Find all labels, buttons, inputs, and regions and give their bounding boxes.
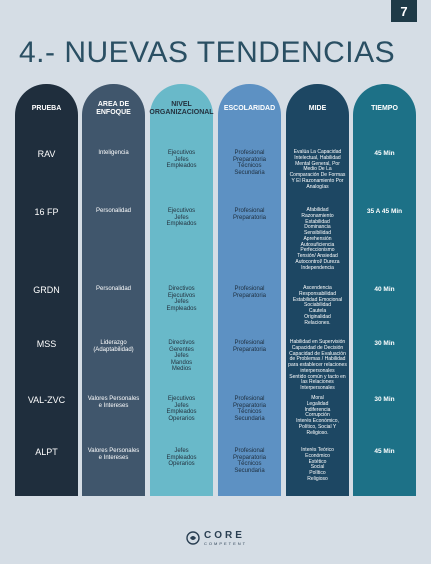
column-header-area-de-enfoque: AREA DE ENFOQUE (96, 100, 131, 116)
nivel-organizacional-cell: Directivos Ejecutivos Jefes Empleados (166, 286, 197, 312)
escolaridad-cell: Profesional Preparatoria (232, 286, 267, 299)
escolaridad-cell: Profesional Preparatoria (232, 208, 267, 221)
column-header-nivel-organizacional: NIVEL ORGANIZACIONAL (149, 100, 214, 116)
area-de-enfoque-cell: Personalidad (95, 208, 132, 214)
mide-cell: Evalúa La Capacidad Intelectual, Habilid… (289, 149, 346, 190)
column-nivel-organizacional: NIVEL ORGANIZACIONAL Ejecutivos Jefes Emp… (149, 84, 214, 496)
nivel-organizacional-cell: Ejecutivos Jefes Empleados (166, 150, 197, 170)
escolaridad-cell: Profesional Preparatoria Técnicos Secund… (232, 448, 267, 474)
escolaridad-cell: Profesional Preparatoria Técnicos Secund… (232, 150, 267, 176)
column-header-tiempo: TIEMPO (371, 104, 398, 112)
prueba-cell: MSS (36, 339, 57, 349)
nivel-organizacional-cell: Ejecutivos Jefes Empleados Operarios (166, 396, 197, 422)
area-de-enfoque-cell: Valores Personales e Intereses (87, 396, 140, 409)
logo-name: CORE (204, 530, 245, 541)
page-title: 4.- NUEVAS TENDENCIAS (19, 36, 396, 69)
mide-cell: Moral Legalidad Indiferencia Corrupción … (296, 395, 339, 436)
mide-cell: Afabilidad Razonamiento Estabilidad Domi… (295, 207, 340, 271)
column-area-de-enfoque: AREA DE ENFOQUE Inteligencia Personalidad P… (82, 84, 145, 496)
area-de-enfoque-cell: Inteligencia (98, 150, 129, 156)
brain-logo-icon (186, 531, 200, 545)
area-de-enfoque-cell: Personalidad (95, 286, 132, 292)
column-header-mide: MIDE (308, 104, 327, 112)
prueba-cell: VAL-ZVC (27, 395, 66, 405)
tiempo-cell: 45 Min (374, 150, 395, 157)
prueba-cell: GRDN (33, 285, 60, 295)
escolaridad-cell: Profesional Preparatoria (232, 340, 267, 353)
column-tiempo: TIEMPO 45 Min 35 A 45 Min 40 Min 30 Min 30 Mi… (353, 84, 416, 496)
tiempo-cell: 45 Min (374, 448, 395, 455)
mide-cell: Habilidad en Supervisión Capacidad de De… (288, 339, 347, 391)
column-header-prueba: PRUEBA (31, 104, 62, 112)
prueba-cell: ALPT (35, 447, 58, 457)
prueba-cell: 16 FP (34, 207, 59, 217)
area-de-enfoque-cell: Liderazgo (Adaptabilidad) (93, 340, 134, 353)
column-mide: MIDE Evalúa La Capacidad Intelectual, Hab… (286, 84, 349, 496)
mide-cell: Interés Teórico Económico Estético Socia… (301, 447, 334, 482)
area-de-enfoque-cell: Valores Personales e Intereses (87, 448, 140, 461)
prueba-cell: RAV (37, 149, 56, 159)
column-header-escolaridad: ESCOLARIDAD (223, 104, 276, 112)
escolaridad-cell: Profesional Preparatoria Técnicos Secund… (232, 396, 267, 422)
nivel-organizacional-cell: Jefes Empleados Operarios (166, 448, 197, 468)
tiempo-cell: 40 Min (374, 286, 395, 293)
core-logo: CORE COMPETENT (186, 530, 247, 546)
logo-tagline: COMPETENT (204, 541, 248, 546)
page-number: 7 (391, 0, 417, 22)
nivel-organizacional-cell: Directivos Gerentes Jefes Mandos Medios (168, 340, 195, 373)
tiempo-cell: 35 A 45 Min (366, 208, 403, 215)
mide-cell: Ascendencia Responsabilidad Estabilidad … (292, 285, 343, 326)
tiempo-cell: 30 Min (374, 396, 395, 403)
column-escolaridad: ESCOLARIDAD Profesional Preparatoria Técn… (218, 84, 281, 496)
tiempo-cell: 30 Min (374, 340, 395, 347)
nivel-organizacional-cell: Ejecutivos Jefes Empleados (166, 208, 197, 228)
column-prueba: PRUEBA RAV 16 FP GRDN MSS VAL-ZVC ALPT (15, 84, 78, 496)
